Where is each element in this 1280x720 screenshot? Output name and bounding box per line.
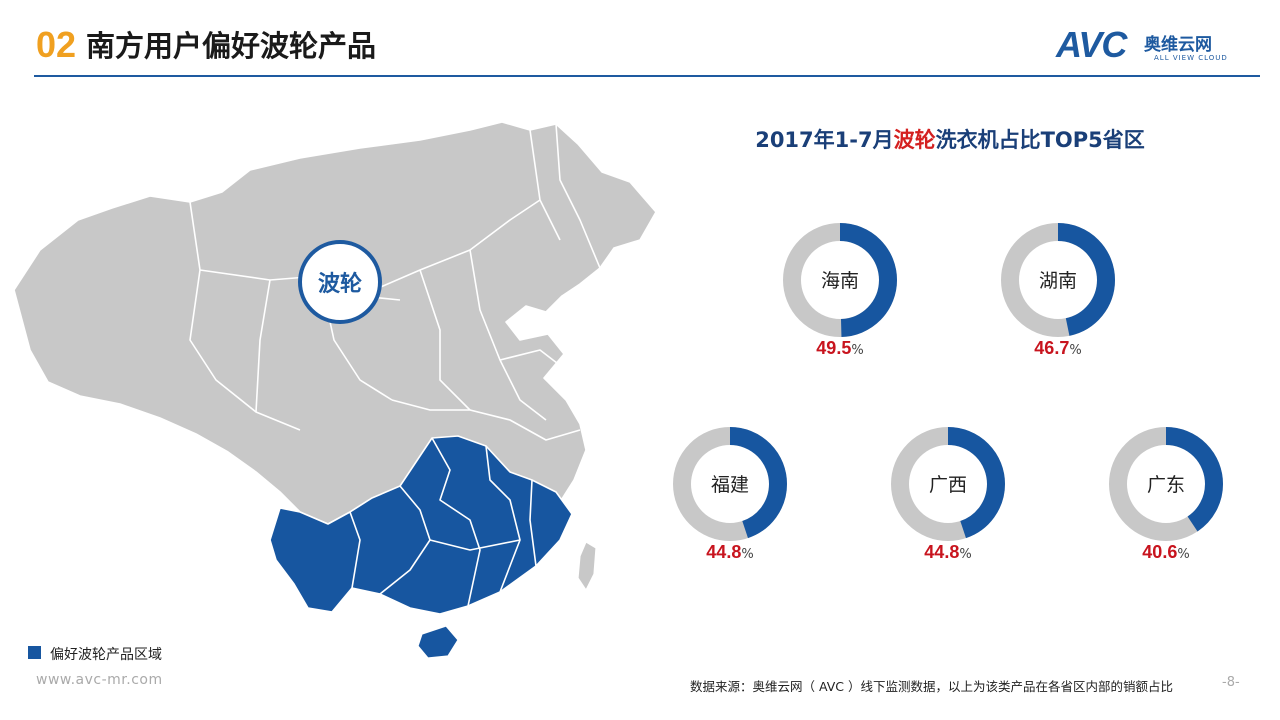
donut-value: 44.8% <box>670 542 790 563</box>
chart-title-highlight: 波轮 <box>893 128 936 152</box>
legend-swatch <box>28 646 41 659</box>
donut-svg <box>891 427 1005 541</box>
donut-chart: 广东 40.6% <box>1106 424 1226 574</box>
donut-value-unit: % <box>741 547 754 562</box>
donut-label: 湖南 <box>1038 270 1077 292</box>
legend-label: 偏好波轮产品区域 <box>50 647 162 663</box>
data-source-note: 数据来源：奥维云网（ AVC ）线下监测数据，以上为该类产品在各省区内部的销额占… <box>690 679 1173 694</box>
product-type-badge: 波轮 <box>298 240 382 324</box>
donut-value-number: 44.8 <box>924 542 960 562</box>
donut-chart: 福建 44.8% <box>670 424 790 574</box>
chart-title: 2017年1-7月波轮洗衣机占比TOP5省区 <box>710 124 1190 154</box>
donut-svg <box>673 427 787 541</box>
footer-url: www.avc-mr.com <box>36 672 163 688</box>
donut-chart: 广西 44.8% <box>888 424 1008 574</box>
donut-label: 福建 <box>710 474 749 496</box>
donut-label: 广西 <box>928 474 967 496</box>
donut-chart: 湖南 46.7% <box>998 220 1118 370</box>
donut-value-unit: % <box>851 343 864 358</box>
chart-title-prefix: 2017年1-7月 <box>755 128 894 152</box>
donut-value-unit: % <box>959 547 972 562</box>
donut-svg <box>1109 427 1223 541</box>
header-divider <box>34 75 1260 77</box>
donut-label: 海南 <box>820 270 859 292</box>
donut-value: 49.5% <box>780 338 900 359</box>
donut-svg <box>1001 223 1115 337</box>
section-number: 02 <box>36 24 77 65</box>
map-base-region <box>13 121 657 529</box>
map-hainan <box>417 625 459 659</box>
donut-value: 40.6% <box>1106 542 1226 563</box>
donut-arc <box>673 427 787 541</box>
logo-cn-text: 奥维云网 <box>1144 35 1212 55</box>
map-highlight-region <box>269 435 573 615</box>
page-title: 南方用户偏好波轮产品 <box>86 29 377 63</box>
header: 02 南方用户偏好波轮产品 AVC 奥维云网 ALL VIEW CLOUD <box>0 0 1280 80</box>
map-taiwan <box>577 541 597 592</box>
donut-value-number: 46.7 <box>1034 338 1070 358</box>
donut-chart: 海南 49.5% <box>780 220 900 370</box>
avc-logo: AVC 奥维云网 ALL VIEW CLOUD <box>1056 24 1256 68</box>
logo-en-text: ALL VIEW CLOUD <box>1154 54 1228 62</box>
donut-value: 46.7% <box>998 338 1118 359</box>
donut-arc <box>1109 427 1223 541</box>
donut-svg <box>783 223 897 337</box>
donut-arc <box>1001 223 1115 337</box>
donut-value-unit: % <box>1069 343 1082 358</box>
donut-value: 44.8% <box>888 542 1008 563</box>
china-map-panel: 波轮 偏好波轮产品区域 <box>0 100 680 670</box>
logo-text: AVC <box>1056 24 1127 65</box>
donut-value-number: 40.6 <box>1142 542 1178 562</box>
donut-arc <box>891 427 1005 541</box>
donut-label: 广东 <box>1146 474 1185 496</box>
donut-value-number: 49.5 <box>816 338 852 358</box>
donut-value-number: 44.8 <box>706 542 742 562</box>
page-number: -8- <box>1222 675 1240 690</box>
donut-value-unit: % <box>1177 547 1190 562</box>
chart-title-suffix: 洗衣机占比TOP5省区 <box>935 128 1145 152</box>
china-map <box>13 121 657 659</box>
donut-arc <box>783 223 897 337</box>
